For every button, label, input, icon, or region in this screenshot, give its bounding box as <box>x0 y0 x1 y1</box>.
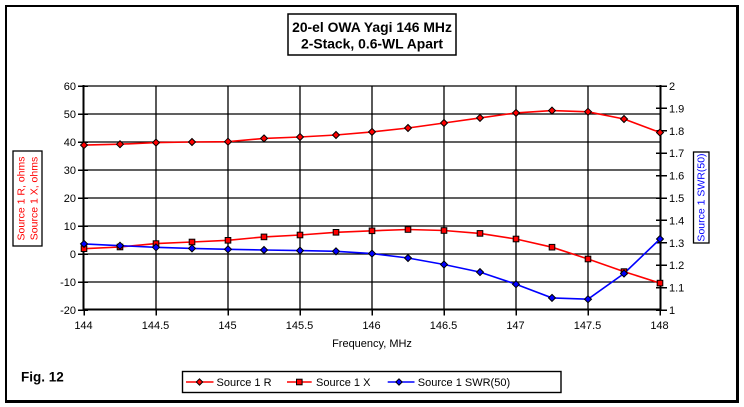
svg-text:Source 1 X, ohms: Source 1 X, ohms <box>29 157 41 240</box>
svg-text:10: 10 <box>64 221 76 233</box>
svg-text:1.1: 1.1 <box>669 283 684 295</box>
svg-text:40: 40 <box>64 137 76 149</box>
svg-text:-20: -20 <box>60 305 76 317</box>
svg-text:20-el OWA Yagi 146 MHz: 20-el OWA Yagi 146 MHz <box>292 19 452 35</box>
svg-text:1.6: 1.6 <box>669 171 684 183</box>
svg-text:147: 147 <box>506 320 524 332</box>
svg-text:50: 50 <box>64 109 76 121</box>
svg-text:1.2: 1.2 <box>669 260 684 272</box>
svg-text:1.8: 1.8 <box>669 126 684 138</box>
svg-text:144: 144 <box>74 320 92 332</box>
svg-text:148: 148 <box>650 320 668 332</box>
svg-text:60: 60 <box>64 81 76 93</box>
svg-text:Frequency, MHz: Frequency, MHz <box>332 338 412 350</box>
svg-text:30: 30 <box>64 165 76 177</box>
svg-text:Fig. 12: Fig. 12 <box>21 370 64 385</box>
svg-text:1.5: 1.5 <box>669 193 684 205</box>
svg-text:1.9: 1.9 <box>669 103 684 115</box>
svg-text:145: 145 <box>218 320 236 332</box>
svg-text:Source 1 R, ohms: Source 1 R, ohms <box>16 156 28 240</box>
svg-text:Source 1 SWR(50): Source 1 SWR(50) <box>696 153 708 241</box>
svg-text:0: 0 <box>70 249 76 261</box>
svg-text:2-Stack, 0.6-WL Apart: 2-Stack, 0.6-WL Apart <box>301 36 443 52</box>
svg-text:Source 1 X: Source 1 X <box>316 377 371 389</box>
svg-text:Source 1 SWR(50): Source 1 SWR(50) <box>418 377 510 389</box>
svg-text:2: 2 <box>669 81 675 93</box>
svg-text:145.5: 145.5 <box>286 320 314 332</box>
svg-text:147.5: 147.5 <box>574 320 602 332</box>
svg-text:144.5: 144.5 <box>142 320 170 332</box>
svg-text:20: 20 <box>64 193 76 205</box>
svg-text:-10: -10 <box>60 277 76 289</box>
svg-text:1.7: 1.7 <box>669 148 684 160</box>
svg-text:Source 1 R: Source 1 R <box>217 377 272 389</box>
svg-text:1: 1 <box>669 305 675 317</box>
svg-text:1.3: 1.3 <box>669 238 684 250</box>
svg-text:1.4: 1.4 <box>669 215 684 227</box>
svg-text:146: 146 <box>362 320 380 332</box>
svg-text:146.5: 146.5 <box>430 320 458 332</box>
